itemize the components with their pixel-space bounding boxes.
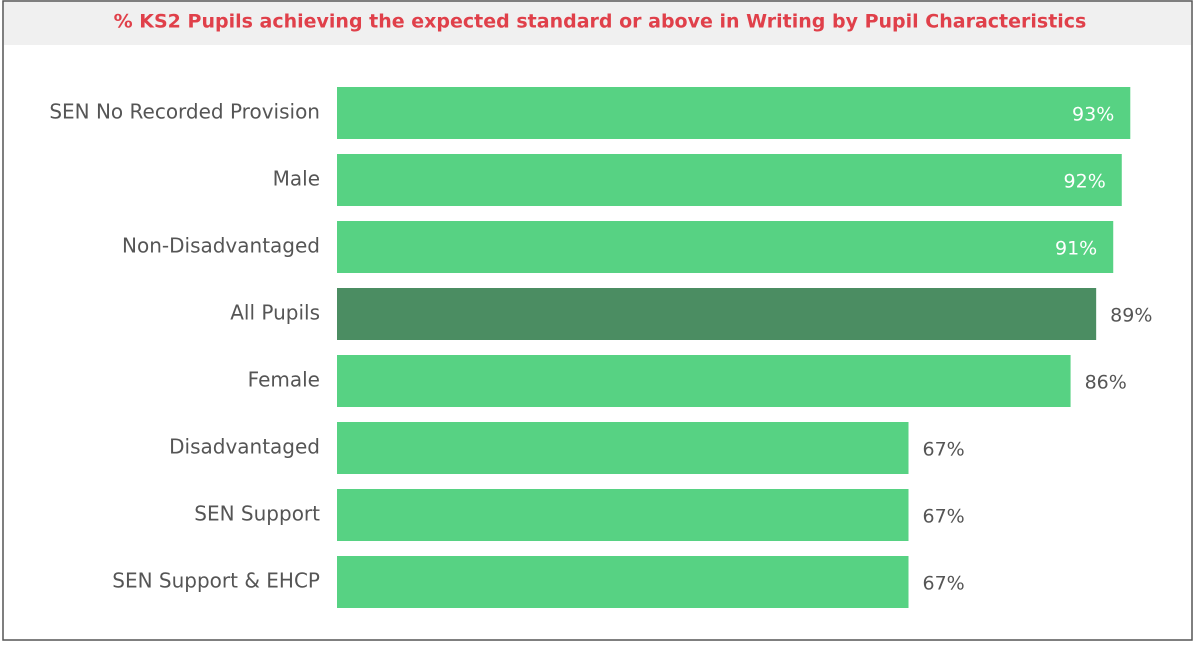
- category-label: SEN Support & EHCP: [112, 569, 320, 593]
- bar: [337, 221, 1114, 273]
- value-label: 92%: [1064, 171, 1106, 193]
- bar: [337, 288, 1097, 340]
- bar: [337, 154, 1122, 206]
- value-label: 67%: [923, 506, 965, 528]
- category-label: Female: [248, 368, 320, 392]
- bar: [337, 355, 1071, 407]
- value-label: 91%: [1055, 238, 1097, 260]
- category-label: All Pupils: [230, 301, 320, 325]
- category-label: Non-Disadvantaged: [122, 234, 320, 258]
- value-label: 86%: [1085, 372, 1127, 394]
- category-label: Disadvantaged: [169, 435, 320, 459]
- title-band: [4, 2, 1191, 45]
- chart-title: % KS2 Pupils achieving the expected stan…: [114, 11, 1087, 33]
- value-label: 67%: [923, 439, 965, 461]
- bar: [337, 556, 909, 608]
- bar: [337, 87, 1131, 139]
- bar: [337, 489, 909, 541]
- value-label: 93%: [1072, 104, 1114, 126]
- value-label: 67%: [923, 573, 965, 595]
- value-label: 89%: [1110, 305, 1152, 327]
- category-label: SEN Support: [194, 502, 320, 526]
- bar: [337, 422, 909, 474]
- category-label: Male: [273, 167, 320, 191]
- category-label: SEN No Recorded Provision: [49, 100, 320, 124]
